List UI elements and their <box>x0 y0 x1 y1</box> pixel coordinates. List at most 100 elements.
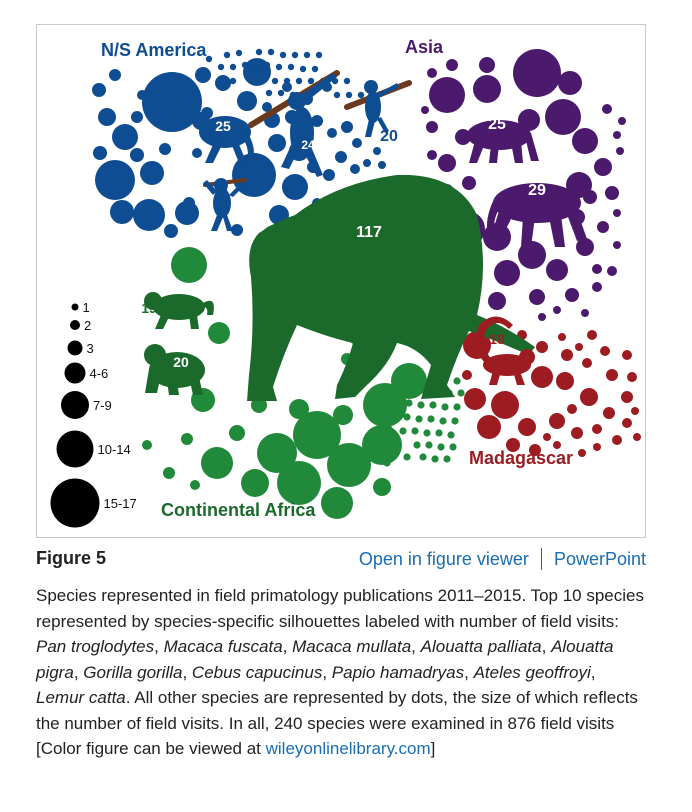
na-dot <box>109 69 121 81</box>
pigra-silhouette <box>364 80 399 137</box>
species-name: Lemur catta <box>36 688 126 707</box>
asia-dot <box>607 266 617 276</box>
size-legend: 1 2 3 4-6 7-9 10-14 15-17 <box>50 300 137 528</box>
madagascar-dot <box>491 391 519 419</box>
africa-silhouettes <box>144 174 535 401</box>
asia-dot <box>438 154 456 172</box>
howler-count: 24 <box>301 138 315 152</box>
madagascar-dot <box>631 407 639 415</box>
wiley-link[interactable]: wileyonlinelibrary.com <box>265 739 431 758</box>
na-dot <box>130 148 144 162</box>
madagascar-dot <box>464 388 486 410</box>
na-dot <box>265 89 273 97</box>
species-separator: , <box>154 637 164 656</box>
chimp-count: 117 <box>356 224 382 241</box>
na-dot <box>282 82 292 92</box>
madagascar-dot <box>578 449 586 457</box>
madagascar-dot <box>633 433 641 441</box>
africa-dot <box>277 461 321 505</box>
na-dot <box>263 61 271 69</box>
africa-dot <box>431 455 439 463</box>
asia-dot <box>494 260 520 286</box>
africa-dot <box>447 431 455 439</box>
asia-dot <box>602 104 612 114</box>
asia-dot <box>592 264 602 274</box>
madagascar-dots <box>462 330 641 457</box>
africa-dot <box>429 401 437 409</box>
na-dot <box>231 224 243 236</box>
powerpoint-link[interactable]: PowerPoint <box>553 548 646 569</box>
africa-dot <box>413 441 421 449</box>
madagascar-dot <box>506 438 520 452</box>
asia-dot <box>427 68 437 78</box>
na-dot <box>341 121 353 133</box>
africa-dot <box>439 417 447 425</box>
na-dot <box>279 51 287 59</box>
na-dot <box>251 61 259 69</box>
africa-region-label: Continental Africa <box>161 500 316 520</box>
open-figure-viewer-link[interactable]: Open in figure viewer <box>358 548 529 569</box>
asia-dot <box>429 77 465 113</box>
na-dot <box>159 143 171 155</box>
asia-dot <box>572 128 598 154</box>
na-dot <box>373 147 381 155</box>
na-dot <box>291 51 299 59</box>
africa-dot <box>257 433 297 473</box>
na-dot <box>110 200 134 224</box>
madagascar-dot <box>621 391 633 403</box>
africa-dot <box>142 440 152 450</box>
africa-dot <box>241 469 269 497</box>
na-dot <box>311 65 319 73</box>
lemur-count: 18 <box>489 331 505 347</box>
na-dot <box>333 91 341 99</box>
na-dot <box>133 199 165 231</box>
madagascar-silhouettes <box>474 316 535 385</box>
na-dot <box>352 138 362 148</box>
asia-dot <box>553 306 561 314</box>
asia-dot <box>597 221 609 233</box>
asia-dot <box>538 313 546 321</box>
asia-dot <box>546 259 568 281</box>
africa-dot <box>163 467 175 479</box>
na-dot <box>205 55 213 63</box>
na-dot <box>307 77 315 85</box>
madagascar-dot <box>622 418 632 428</box>
link-separator <box>540 548 542 570</box>
na-dot <box>271 77 279 85</box>
caption-body: . All other species are represented by d… <box>36 688 638 758</box>
howler-silhouette <box>281 73 337 177</box>
na-dot <box>378 161 386 169</box>
species-name: Alouatta pigra <box>36 637 614 682</box>
madagascar-dot <box>587 330 597 340</box>
africa-dot <box>449 443 457 451</box>
mulatta-silhouette <box>487 172 592 247</box>
madagascar-dot <box>627 372 637 382</box>
madagascar-dot <box>582 358 592 368</box>
fuscata-count: 25 <box>488 116 506 133</box>
legend-bubble <box>71 303 79 311</box>
legend-label: 7-9 <box>93 398 112 413</box>
madagascar-dot <box>612 435 622 445</box>
asia-dot <box>594 158 612 176</box>
madagascar-dot <box>536 341 548 353</box>
na-dot <box>255 48 263 56</box>
na-dot <box>259 75 267 83</box>
species-separator: , <box>464 662 474 682</box>
species-name: Papio hamadryas <box>331 662 465 682</box>
asia-dot <box>618 117 626 125</box>
africa-dot <box>453 403 461 411</box>
na-dot <box>335 151 347 163</box>
africa-dot <box>405 399 413 407</box>
africa-dot <box>362 425 402 465</box>
africa-dot <box>403 453 411 461</box>
gorilla-count: 20 <box>173 354 189 370</box>
na-dot <box>323 169 335 181</box>
caption-end: ] <box>430 739 436 758</box>
fuscata-silhouette <box>467 109 540 163</box>
na-dot <box>140 161 164 185</box>
lemur-silhouette <box>474 316 535 385</box>
na-dot <box>229 63 237 71</box>
madagascar-dot <box>462 370 472 380</box>
na-dot <box>267 48 275 56</box>
species-separator: , <box>411 637 421 656</box>
